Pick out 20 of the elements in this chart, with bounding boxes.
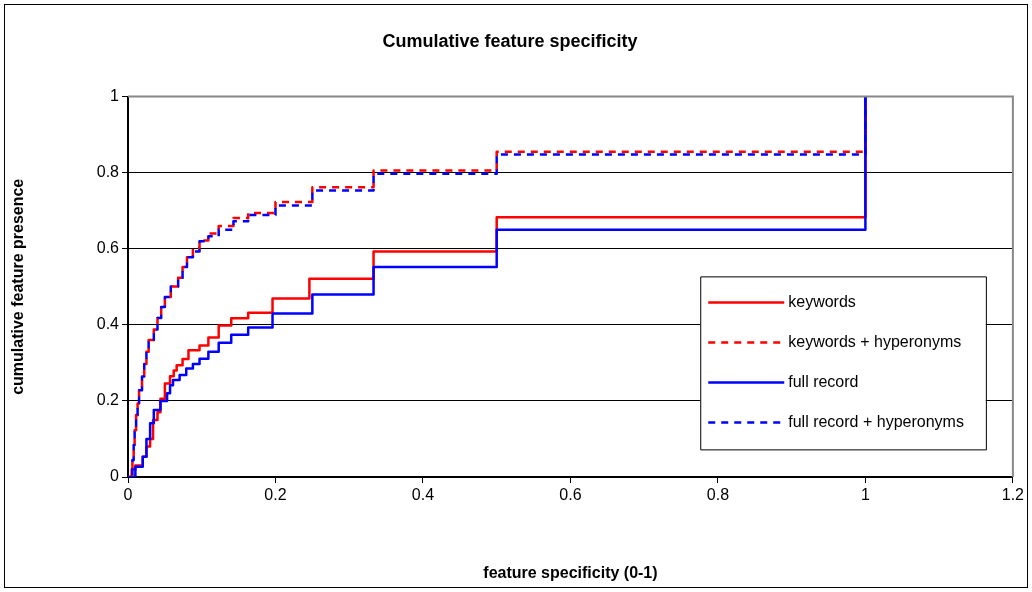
x-tick-label: 0.4 — [411, 486, 435, 504]
x-tick-label: 1.2 — [1001, 486, 1025, 504]
chart-title: Cumulative feature specificity — [382, 30, 638, 51]
legend-label: keywords — [788, 292, 856, 310]
y-tick-label: 0.2 — [96, 391, 120, 409]
y-tick-label: 1 — [110, 87, 120, 105]
x-tick-label: 0.8 — [706, 486, 730, 504]
legend-label: keywords + hyperonyms — [788, 332, 962, 350]
y-tick-label: 0.4 — [96, 315, 120, 333]
x-tick-label: 1 — [860, 486, 870, 504]
legend-label: full record + hyperonyms — [788, 412, 964, 430]
x-tick-label: 0.2 — [264, 486, 287, 504]
y-tick-label: 0 — [110, 467, 120, 485]
y-tick-label: 0.8 — [96, 163, 120, 181]
y-tick-label: 0.6 — [96, 239, 120, 257]
x-tick-label: 0.6 — [559, 486, 582, 504]
x-axis-title: feature specificity (0-1) — [483, 563, 658, 581]
x-tick-label: 0 — [123, 486, 133, 504]
y-axis-title: cumulative feature presence — [9, 178, 27, 395]
legend-label: full record — [788, 372, 859, 390]
